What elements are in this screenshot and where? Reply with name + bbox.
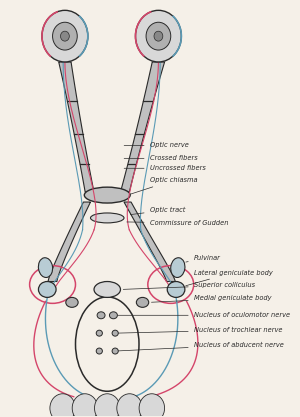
Ellipse shape: [91, 213, 124, 223]
Circle shape: [146, 22, 171, 50]
Ellipse shape: [112, 330, 118, 336]
Circle shape: [50, 394, 75, 417]
Ellipse shape: [38, 258, 52, 277]
Circle shape: [42, 10, 88, 62]
Text: Optic tract: Optic tract: [130, 207, 185, 215]
Polygon shape: [121, 62, 165, 192]
Ellipse shape: [97, 312, 105, 319]
Ellipse shape: [112, 348, 118, 354]
Ellipse shape: [94, 281, 121, 297]
Text: Superior colliculus: Superior colliculus: [123, 282, 255, 289]
Circle shape: [52, 22, 77, 50]
Circle shape: [117, 394, 142, 417]
Circle shape: [136, 10, 181, 62]
Text: Commissure of Gudden: Commissure of Gudden: [127, 220, 228, 226]
Ellipse shape: [38, 281, 56, 297]
Text: Lateral geniculate body: Lateral geniculate body: [186, 269, 272, 286]
Polygon shape: [59, 62, 94, 192]
Circle shape: [154, 31, 163, 41]
Ellipse shape: [96, 330, 102, 336]
Text: Uncrossed fibers: Uncrossed fibers: [124, 165, 206, 171]
Circle shape: [94, 394, 120, 417]
Ellipse shape: [136, 297, 149, 307]
Circle shape: [61, 31, 69, 41]
Text: Nucleus of oculomotor nerve: Nucleus of oculomotor nerve: [118, 312, 290, 318]
Text: Pulvinar: Pulvinar: [186, 255, 220, 262]
Ellipse shape: [66, 297, 78, 307]
Ellipse shape: [110, 312, 117, 319]
Polygon shape: [48, 202, 91, 281]
Circle shape: [72, 394, 98, 417]
Ellipse shape: [167, 281, 185, 297]
Text: Optic chiasma: Optic chiasma: [130, 177, 197, 194]
Text: Cortex of occipital lobes: Cortex of occipital lobes: [67, 409, 147, 414]
Polygon shape: [124, 202, 175, 281]
Text: Optic nerve: Optic nerve: [124, 142, 188, 148]
Text: Crossed fibers: Crossed fibers: [124, 156, 197, 161]
Text: Nucleus of trochlear nerve: Nucleus of trochlear nerve: [118, 327, 282, 333]
Circle shape: [139, 394, 165, 417]
Ellipse shape: [171, 258, 185, 277]
Text: Nucleus of abducent nerve: Nucleus of abducent nerve: [118, 342, 284, 351]
Text: Medial geniculate body: Medial geniculate body: [152, 295, 271, 302]
Ellipse shape: [96, 348, 102, 354]
Ellipse shape: [84, 187, 130, 203]
